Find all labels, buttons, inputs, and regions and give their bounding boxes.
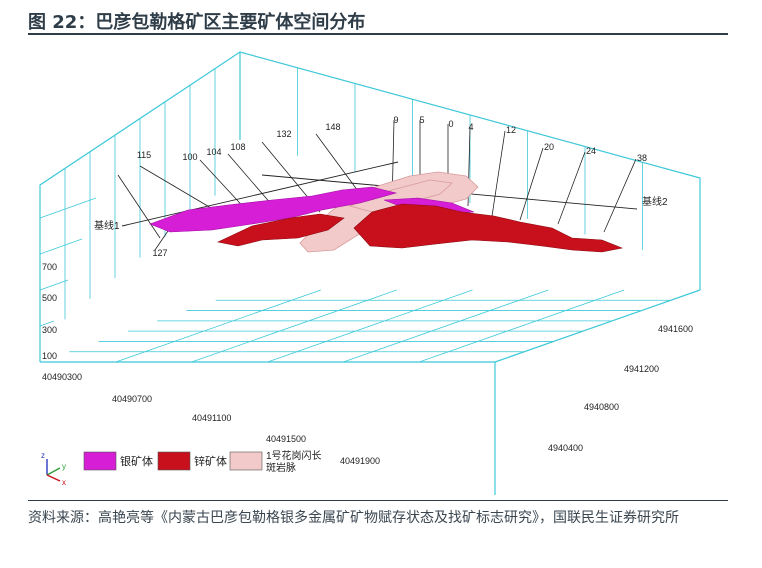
footer-divider — [28, 500, 728, 501]
profile-label: 108 — [230, 142, 245, 152]
profile-line — [154, 227, 171, 251]
source-note: 资料来源：高艳亮等《内蒙古巴彦包勒格银多金属矿矿物赋存状态及找矿标志研究》，国联… — [28, 510, 679, 526]
profile-label: 38 — [637, 153, 647, 163]
profile-line — [519, 147, 544, 221]
baseline-1-label: 基线1 — [94, 219, 120, 232]
title-divider — [28, 33, 728, 35]
zinc-ore-body — [217, 203, 624, 253]
profile-label: 148 — [325, 122, 340, 132]
page-title: 图 22：巴彦包勒格矿区主要矿体空间分布 — [28, 12, 366, 33]
elevation-labels: 700 500 300 100 — [42, 262, 57, 361]
northing-tick-label: 4941200 — [624, 364, 659, 374]
legend-swatch-zinc — [157, 451, 191, 471]
northing-tick-label: 4940400 — [548, 443, 583, 453]
northing-tick-label: 4940800 — [584, 402, 619, 412]
baseline-1 — [121, 161, 399, 227]
profile-label: 104 — [206, 147, 221, 157]
profile-label: 0 — [448, 119, 453, 129]
legend-label-granite: 1号花岗闪长 斑岩脉 — [266, 449, 324, 474]
ore-body-3d-figure: 127 115 100 104 108 132 148 9 5 0 4 12 20 24 38 基线1 基线… — [39, 51, 701, 495]
axis-x-label: x — [62, 478, 66, 487]
legend: 银矿体 锌矿体 1号花岗闪长 斑岩脉 — [83, 449, 324, 474]
legend-label-zinc: 锌矿体 — [194, 454, 227, 468]
baseline-2-label: 基线2 — [642, 195, 668, 208]
grid-lines — [39, 67, 671, 363]
legend-swatch-silver — [83, 451, 117, 471]
profile-line — [603, 158, 637, 233]
northing-tick-label: 4941600 — [658, 324, 693, 334]
profile-label: 12 — [506, 125, 516, 135]
profile-label: 9 — [393, 115, 398, 125]
elevation-tick-label: 500 — [42, 293, 57, 303]
legend-label-silver: 银矿体 — [120, 454, 153, 468]
profile-line — [557, 151, 586, 225]
easting-tick-label: 40490700 — [112, 394, 152, 404]
box-frame — [39, 51, 701, 495]
easting-tick-label: 40491100 — [192, 413, 231, 423]
easting-tick-label: 40490300 — [42, 372, 82, 382]
profile-label: 132 — [276, 129, 291, 139]
profile-label: 100 — [182, 152, 197, 162]
axis-z-label: z — [41, 451, 45, 460]
profile-line — [117, 174, 161, 239]
axis-triad: z y x — [41, 451, 66, 487]
profile-line — [491, 130, 506, 217]
elevation-tick-label: 100 — [42, 351, 57, 361]
elevation-tick-label: 700 — [42, 262, 57, 272]
easting-tick-label: 40491500 — [266, 434, 306, 444]
legend-swatch-granite — [229, 451, 263, 471]
elevation-tick-label: 300 — [42, 325, 57, 335]
profile-label: 4 — [468, 122, 473, 132]
profile-label: 20 — [544, 142, 554, 152]
profile-label: 5 — [419, 115, 424, 125]
profile-label: 115 — [137, 150, 151, 160]
easting-tick-label: 40491900 — [340, 456, 380, 466]
profile-label: 24 — [586, 146, 596, 156]
easting-labels: 40490300 40490700 40491100 40491500 40491900 — [42, 372, 380, 466]
profile-label: 127 — [152, 248, 167, 258]
northing-labels: 4941600 4941200 4940800 4940400 — [548, 324, 693, 453]
axis-y-label: y — [62, 462, 66, 471]
